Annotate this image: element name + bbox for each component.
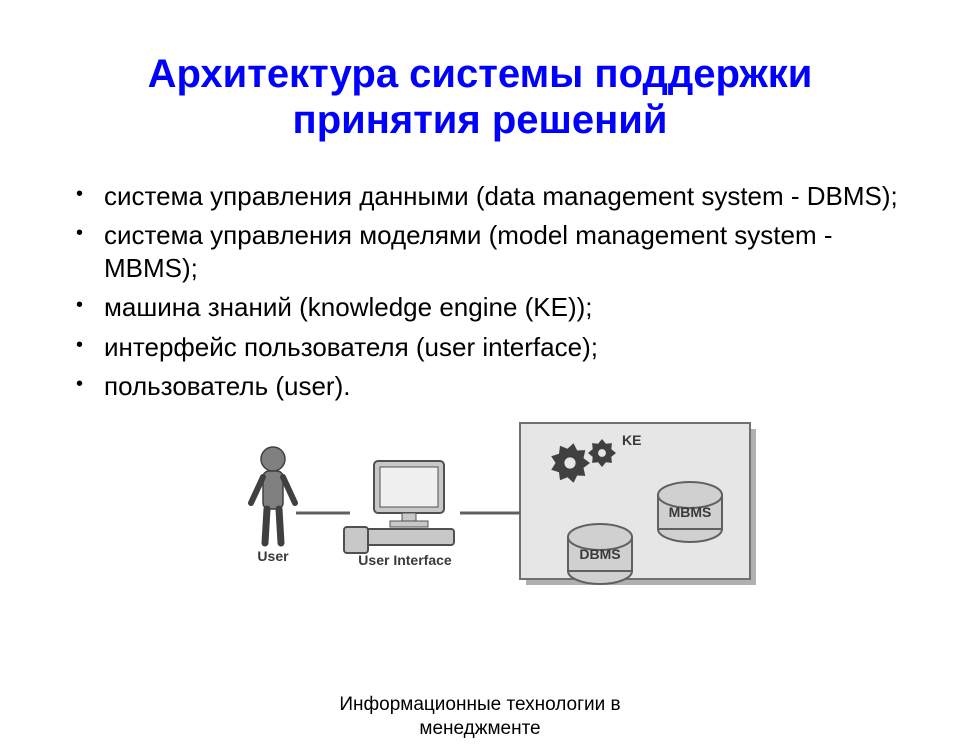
svg-text:DBMS: DBMS [579, 546, 620, 562]
computer-icon [344, 461, 454, 553]
svg-text:User: User [257, 548, 289, 564]
svg-text:MBMS: MBMS [669, 504, 712, 520]
svg-text:KE: KE [622, 432, 641, 448]
list-item: система управления моделями (model manag… [104, 219, 900, 286]
list-item: машина знаний (knowledge engine (KE)); [104, 291, 900, 324]
bullet-list: система управления данными (data managem… [0, 180, 960, 404]
list-item: система управления данными (data managem… [104, 180, 900, 213]
slide-footer: Информационные технологии в менеджменте [0, 693, 960, 741]
architecture-diagram: User User Interface KE DBMS MBMS [0, 417, 960, 587]
footer-line-1: Информационные технологии в [339, 694, 620, 715]
list-item: интерфейс пользователя (user interface); [104, 331, 900, 364]
slide-title: Архитектура системы поддержки принятия р… [0, 27, 960, 153]
svg-text:User Interface: User Interface [358, 552, 452, 568]
user-icon [251, 447, 295, 543]
list-item: пользователь (user). [104, 370, 900, 403]
footer-line-2: менеджменте [419, 718, 540, 739]
